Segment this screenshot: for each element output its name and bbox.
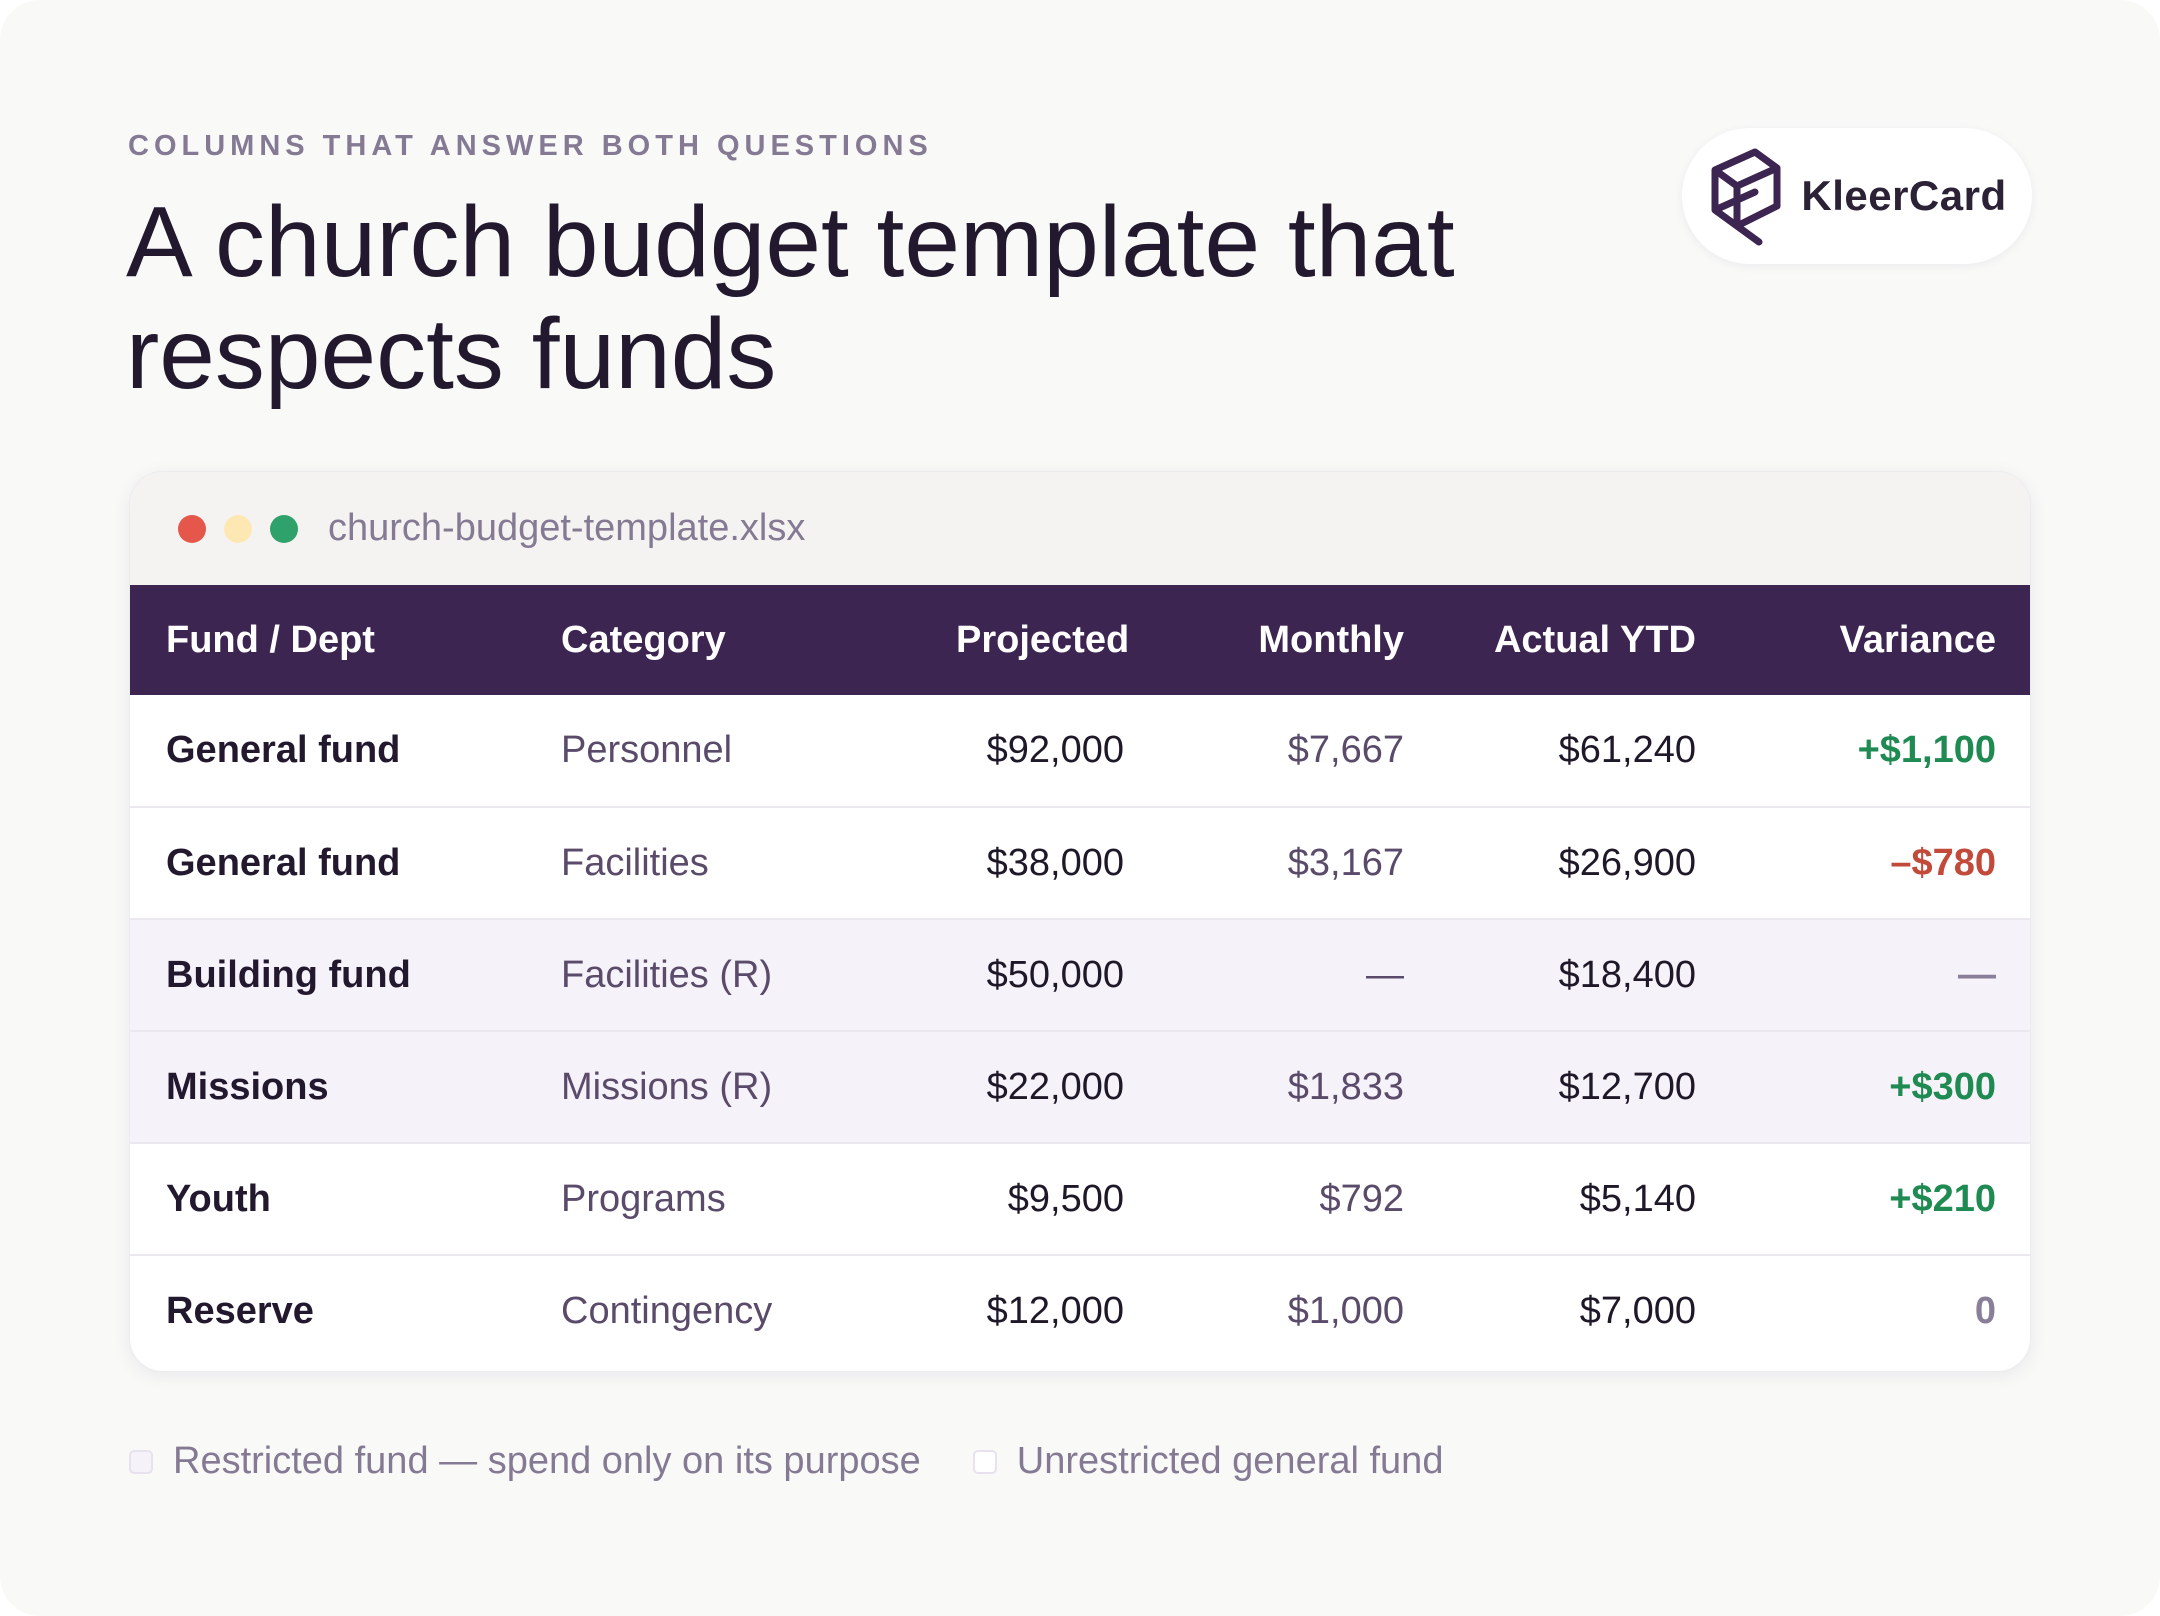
table-row: General fund Facilities $38,000 $3,167 $… bbox=[130, 807, 2030, 920]
projected-cell: $92,000 bbox=[920, 695, 1160, 808]
restricted-swatch bbox=[129, 1449, 153, 1474]
projected-cell: $50,000 bbox=[920, 919, 1160, 1032]
fund-cell: Missions bbox=[130, 1031, 525, 1144]
category-cell: Contingency bbox=[561, 1290, 773, 1332]
column-header-monthly: Monthly bbox=[1160, 585, 1440, 695]
variance-cell: +$1,100 bbox=[1732, 695, 2030, 808]
actual-ytd-cell: $7,000 bbox=[1579, 1290, 1696, 1332]
legend-label-unrestricted: Unrestricted general fund bbox=[1016, 1440, 1444, 1482]
projected-cell: $38,000 bbox=[920, 807, 1160, 920]
fund-cell: Youth bbox=[130, 1143, 525, 1256]
table-row: General fund Personnel $92,000 $7,667 $6… bbox=[130, 695, 2030, 808]
close-dot[interactable] bbox=[178, 514, 206, 543]
category-cell: Facilities (R) bbox=[525, 919, 920, 1032]
maximize-dot[interactable] bbox=[270, 514, 298, 543]
variance-cell: 0 bbox=[1974, 1290, 1996, 1332]
window-filename: church-budget-template.xlsx bbox=[328, 507, 806, 549]
variance-cell: +$300 bbox=[1732, 1031, 2030, 1144]
fund-cell: Building fund bbox=[130, 919, 525, 1032]
category-cell: Facilities bbox=[525, 807, 920, 920]
monthly-cell: $792 bbox=[1160, 1143, 1440, 1256]
minimize-dot[interactable] bbox=[224, 514, 252, 543]
monthly-cell: $1,833 bbox=[1160, 1031, 1440, 1144]
variance-cell: — bbox=[1732, 919, 2030, 1032]
table-header-row: Fund / Dept Category Projected Monthly A… bbox=[130, 585, 2030, 695]
variance-cell: +$210 bbox=[1732, 1143, 2030, 1256]
actual-ytd-cell: $12,700 bbox=[1440, 1031, 1732, 1144]
monthly-cell: $7,667 bbox=[1160, 695, 1440, 808]
fund-cell: General fund bbox=[130, 695, 525, 808]
page-title: A church budget template that respects f… bbox=[126, 186, 1455, 410]
monthly-cell: $3,167 bbox=[1160, 807, 1440, 920]
kleercard-logo-icon bbox=[1711, 148, 1781, 246]
window-titlebar: church-budget-template.xlsx bbox=[130, 472, 2030, 585]
column-header-variance: Variance bbox=[1732, 585, 2030, 695]
table-row: Youth Programs $9,500 $792 $5,140 +$210 bbox=[130, 1143, 2030, 1256]
table-row: Missions Missions (R) $22,000 $1,833 $12… bbox=[130, 1031, 2030, 1144]
legend: Restricted fund — spend only on its purp… bbox=[129, 1440, 1495, 1483]
actual-ytd-cell: $5,140 bbox=[1440, 1143, 1732, 1256]
category-cell: Programs bbox=[525, 1143, 920, 1256]
category-cell: Personnel bbox=[525, 695, 920, 808]
logo: KleerCard bbox=[1682, 128, 2032, 264]
table-row: Reserve Contingency $12,000 $1,000 $7,00… bbox=[130, 1255, 2030, 1367]
table-row: Building fund Facilities (R) $50,000 — $… bbox=[130, 919, 2030, 1032]
fund-cell: Reserve bbox=[166, 1290, 314, 1332]
budget-table: Fund / Dept Category Projected Monthly A… bbox=[130, 585, 2030, 1367]
projected-cell: $22,000 bbox=[920, 1031, 1160, 1144]
legend-item-unrestricted: Unrestricted general fund bbox=[972, 1440, 1444, 1483]
projected-cell: $12,000 bbox=[986, 1290, 1124, 1332]
actual-ytd-cell: $18,400 bbox=[1440, 919, 1732, 1032]
projected-cell: $9,500 bbox=[920, 1143, 1160, 1256]
actual-ytd-cell: $26,900 bbox=[1440, 807, 1732, 920]
logo-text: KleerCard bbox=[1801, 172, 2007, 219]
column-header-category: Category bbox=[525, 585, 920, 695]
monthly-cell: $1,000 bbox=[1287, 1290, 1404, 1332]
variance-cell: –$780 bbox=[1732, 807, 2030, 920]
column-header-projected: Projected bbox=[920, 585, 1160, 695]
unrestricted-swatch bbox=[972, 1449, 997, 1474]
legend-item-restricted: Restricted fund — spend only on its purp… bbox=[129, 1440, 921, 1483]
monthly-cell: — bbox=[1160, 919, 1440, 1032]
category-cell: Missions (R) bbox=[525, 1031, 920, 1144]
column-header-actual-ytd: Actual YTD bbox=[1440, 585, 1732, 695]
fund-cell: General fund bbox=[130, 807, 525, 920]
spreadsheet-window: church-budget-template.xlsx Fund / Dept … bbox=[129, 471, 2031, 1372]
actual-ytd-cell: $61,240 bbox=[1440, 695, 1732, 808]
eyebrow: COLUMNS THAT ANSWER BOTH QUESTIONS bbox=[128, 130, 933, 162]
column-header-fund: Fund / Dept bbox=[130, 585, 525, 695]
legend-label-restricted: Restricted fund — spend only on its purp… bbox=[173, 1440, 921, 1482]
